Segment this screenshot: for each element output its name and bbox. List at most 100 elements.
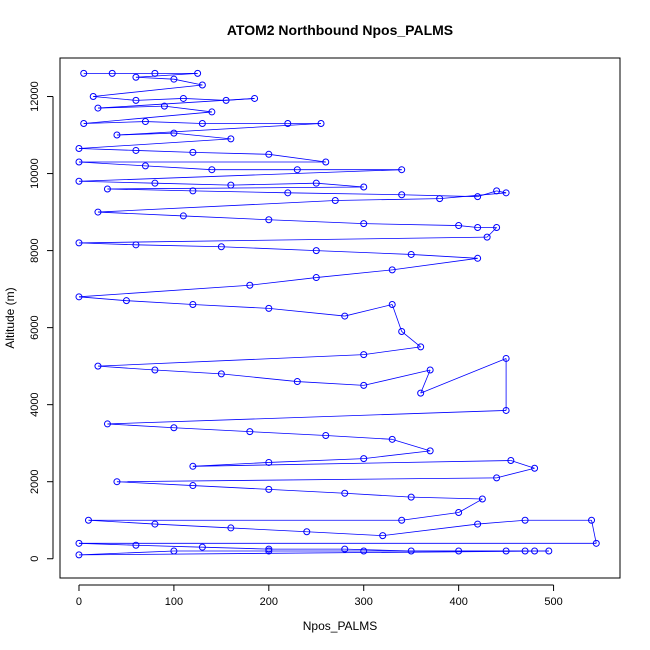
data-point — [398, 516, 406, 524]
series-line-segment — [268, 153, 326, 163]
data-point — [455, 509, 463, 517]
y-tick-label: 2000 — [29, 469, 41, 493]
data-point — [588, 516, 596, 524]
data-point — [592, 539, 600, 547]
data-point — [417, 343, 425, 351]
x-tick-label: 300 — [355, 596, 373, 608]
data-point — [75, 293, 83, 301]
series-line-segment — [458, 498, 483, 513]
series-line-segment — [411, 254, 478, 259]
series-line-segment — [221, 246, 317, 251]
data-point — [322, 431, 330, 439]
y-tick-label: 0 — [29, 556, 41, 562]
series-line-segment — [230, 527, 307, 533]
data-point — [222, 96, 230, 104]
data-point — [341, 545, 349, 553]
series-line-segment — [78, 542, 136, 546]
series-line-segment — [145, 165, 212, 171]
x-tick-label: 500 — [544, 596, 562, 608]
series-line-segment — [183, 215, 269, 221]
series-line-segment — [192, 190, 288, 194]
series-line-segment — [325, 435, 393, 440]
data-point — [341, 489, 349, 497]
series-line-segment — [88, 519, 155, 525]
x-tick-label: 100 — [165, 596, 183, 608]
data-point — [160, 102, 168, 110]
data-point — [436, 195, 444, 203]
series-line-segment — [401, 331, 421, 348]
series-line-segment — [344, 492, 412, 498]
data-point — [151, 366, 159, 374]
series-line-segment — [202, 546, 269, 550]
series-line-segment — [268, 458, 364, 463]
series-line-segment — [591, 520, 597, 544]
data-point — [322, 158, 330, 166]
data-layer — [75, 69, 600, 559]
series-line-segment — [363, 450, 431, 459]
series-line-segment — [154, 182, 231, 186]
series-line-segment — [173, 132, 231, 140]
data-point — [341, 312, 349, 320]
series-line-segment — [135, 150, 193, 153]
data-point — [108, 69, 116, 77]
series-line-segment — [116, 477, 497, 483]
data-point — [531, 464, 539, 472]
data-point — [474, 193, 482, 201]
data-point — [474, 223, 482, 231]
y-axis: 0 2000 4000 6000 8000 10000 12000 — [29, 81, 54, 562]
data-point — [75, 551, 83, 559]
series-line-segment — [116, 132, 174, 136]
series-line-segment — [116, 123, 322, 136]
data-point — [407, 250, 415, 258]
y-axis-label: Altitude (m) — [3, 287, 17, 348]
data-point — [75, 145, 83, 153]
series-line-segment — [78, 284, 250, 298]
data-point — [251, 94, 259, 102]
data-point — [303, 528, 311, 536]
y-tick-label: 12000 — [29, 81, 41, 112]
data-point — [398, 166, 406, 174]
data-point — [84, 516, 92, 524]
data-point — [417, 389, 425, 397]
data-point — [293, 378, 301, 386]
y-tick-label: 4000 — [29, 392, 41, 416]
data-point — [312, 179, 320, 187]
series-line-segment — [363, 369, 431, 386]
series-line-segment — [164, 105, 212, 113]
data-point — [122, 297, 130, 305]
series-line-segment — [97, 365, 155, 371]
data-point — [198, 119, 206, 127]
data-point — [217, 370, 225, 378]
series-line-segment — [183, 98, 227, 101]
data-point — [312, 274, 320, 282]
data-point — [75, 539, 83, 547]
series-line-segment — [173, 78, 203, 86]
x-axis-label: Npos_PALMS — [303, 619, 377, 633]
data-point — [141, 162, 149, 170]
data-point — [151, 179, 159, 187]
data-point — [103, 420, 111, 428]
series-line-segment — [78, 148, 136, 151]
series-line-segment — [192, 304, 269, 309]
series-line-segment — [107, 188, 193, 192]
data-point — [75, 177, 83, 185]
series-line-segment — [78, 296, 127, 302]
data-point — [113, 478, 121, 486]
chart-title: ATOM2 Northbound Npos_PALMS — [227, 22, 453, 38]
data-point — [227, 135, 235, 143]
data-point — [132, 146, 140, 154]
data-point — [507, 457, 515, 465]
data-point — [502, 189, 510, 197]
series-line-segment — [363, 223, 459, 226]
data-point — [89, 93, 97, 101]
series-line-segment — [93, 96, 136, 101]
x-tick-label: 0 — [76, 596, 82, 608]
series-line-segment — [93, 84, 203, 97]
data-point — [284, 119, 292, 127]
data-point — [493, 223, 501, 231]
series-line-segment — [78, 138, 231, 149]
data-point — [474, 254, 482, 262]
data-point — [360, 183, 368, 191]
data-point — [198, 81, 206, 89]
data-point — [474, 520, 482, 528]
